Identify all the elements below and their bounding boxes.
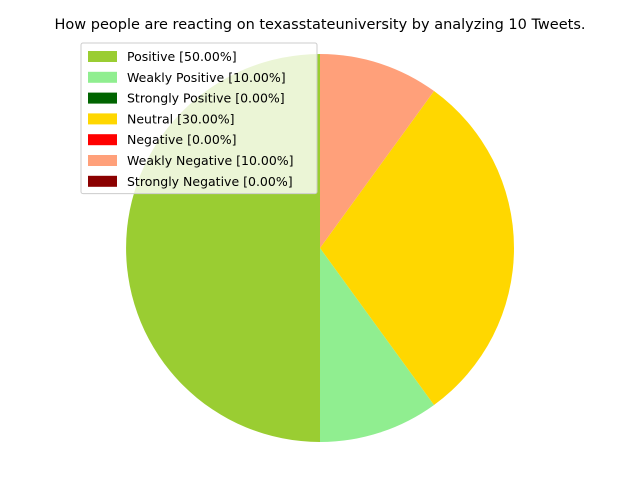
pie-slice-5 bbox=[320, 54, 435, 248]
pie-slice-1 bbox=[320, 248, 435, 442]
legend-swatch-3 bbox=[88, 113, 117, 125]
pie-slice-3 bbox=[320, 91, 515, 405]
legend-label-4: Negative [0.00%] bbox=[127, 132, 237, 147]
legend-label-3: Neutral [30.00%] bbox=[127, 111, 235, 126]
chart-title: How people are reacting on texasstateuni… bbox=[55, 17, 586, 33]
legend-swatch-2 bbox=[88, 92, 117, 104]
legend-frame bbox=[80, 42, 318, 195]
legend-swatch-6 bbox=[88, 175, 117, 187]
legend-swatch-4 bbox=[88, 134, 117, 146]
legend-label-5: Weakly Negative [10.00%] bbox=[127, 153, 294, 168]
legend-swatch-0 bbox=[88, 51, 117, 62]
legend-entries: Positive [50.00%] Weakly Positive [10.00%… bbox=[88, 49, 294, 189]
legend: Positive [50.00%] Weakly Positive [10.00%… bbox=[80, 42, 318, 195]
legend-label-2: Strongly Positive [0.00%] bbox=[127, 91, 285, 106]
legend-label-1: Weakly Positive [10.00%] bbox=[127, 70, 286, 85]
legend-swatch-1 bbox=[88, 71, 117, 83]
legend-swatch-5 bbox=[88, 155, 117, 166]
legend-label-0: Positive [50.00%] bbox=[127, 49, 237, 64]
legend-label-6: Strongly Negative [0.00%] bbox=[127, 174, 293, 189]
